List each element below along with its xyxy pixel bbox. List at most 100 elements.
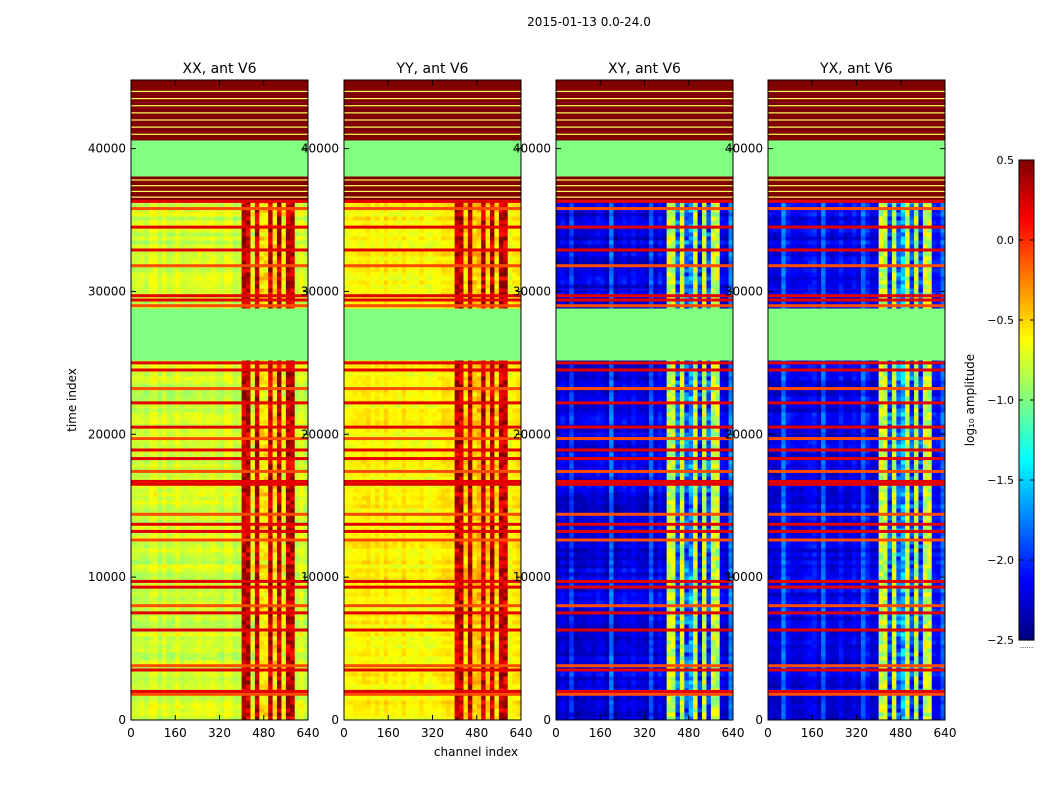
heatmap-cell xyxy=(254,620,260,625)
heatmap-cell xyxy=(157,624,163,629)
heatmap-cell xyxy=(215,544,220,549)
heatmap-cell xyxy=(157,508,163,513)
heatmap-cell xyxy=(299,428,305,433)
heatmap-cell xyxy=(144,532,150,537)
heatmap-cell xyxy=(215,564,220,569)
heatmap-cell xyxy=(188,624,194,629)
heatmap-cell xyxy=(166,300,172,305)
heatmap-cell xyxy=(237,540,243,545)
heatmap-cell xyxy=(246,616,251,621)
heatmap-cell xyxy=(241,428,247,433)
heatmap-cell xyxy=(254,472,260,477)
heatmap-cell xyxy=(219,660,225,665)
heatmap-cell xyxy=(277,460,282,465)
heatmap-cell xyxy=(206,556,212,561)
heatmap-cell xyxy=(277,452,282,457)
heatmap-cell xyxy=(153,364,159,369)
heatmap-cell xyxy=(161,348,167,353)
heatmap-cell xyxy=(184,696,190,701)
heatmap-cell xyxy=(148,376,154,381)
heatmap-cell xyxy=(197,496,203,501)
heatmap-cell xyxy=(299,384,305,389)
heatmap-cell xyxy=(206,648,212,653)
heatmap-cell xyxy=(179,460,185,465)
heatmap-cell xyxy=(254,568,260,573)
heatmap-cell xyxy=(250,656,256,661)
heatmap-cell xyxy=(272,540,278,545)
heatmap-cell xyxy=(290,280,296,285)
heatmap-cell xyxy=(303,568,309,573)
heatmap-cell xyxy=(246,576,251,581)
heatmap-cell xyxy=(179,520,185,525)
heatmap-cell xyxy=(192,364,198,369)
heatmap-cell xyxy=(281,596,287,601)
heatmap-cell xyxy=(166,332,172,337)
heatmap-cell xyxy=(184,296,190,301)
heatmap-cell xyxy=(228,220,234,225)
heatmap-cell xyxy=(179,256,185,261)
heatmap-cell xyxy=(197,408,203,413)
heatmap-cell xyxy=(285,684,291,689)
heatmap-cell xyxy=(197,700,203,705)
heatmap-cell xyxy=(144,536,150,541)
heatmap-cell xyxy=(237,412,243,417)
heatmap-cell xyxy=(303,376,309,381)
heatmap-cell xyxy=(219,408,225,413)
heatmap-cell xyxy=(201,352,207,357)
heatmap-cell xyxy=(184,672,190,677)
heatmap-cell xyxy=(197,308,203,313)
heatmap-cell xyxy=(303,540,309,545)
heatmap-cell xyxy=(215,656,220,661)
heatmap-cell xyxy=(277,344,282,349)
heatmap-cell xyxy=(303,352,309,357)
heatmap-cell xyxy=(272,672,278,677)
heatmap-cell xyxy=(135,440,141,445)
heatmap-cell xyxy=(144,236,150,241)
heatmap-cell xyxy=(281,704,287,709)
heatmap-cell xyxy=(139,600,145,605)
heatmap-cell xyxy=(135,412,141,417)
heatmap-cell xyxy=(188,704,194,709)
heatmap-cell xyxy=(232,552,238,557)
heatmap-cell xyxy=(135,444,141,449)
heatmap-cell xyxy=(179,276,185,281)
heatmap-cell xyxy=(299,712,305,717)
heatmap-cell xyxy=(241,516,247,521)
heatmap-cell xyxy=(153,644,159,649)
heatmap-cell xyxy=(215,452,220,457)
heatmap-cell xyxy=(223,492,229,497)
heatmap-cell xyxy=(144,452,150,457)
heatmap-cell xyxy=(303,588,309,593)
heatmap-cell xyxy=(259,228,265,233)
heatmap-cell xyxy=(170,508,176,513)
heatmap-cell xyxy=(206,296,212,301)
heatmap-cell xyxy=(241,696,247,701)
heatmap-cell xyxy=(228,672,234,677)
heatmap-cell xyxy=(210,384,216,389)
heatmap-cell xyxy=(272,464,278,469)
heatmap-cell xyxy=(223,608,229,613)
heatmap-cell xyxy=(170,384,176,389)
heatmap-cell xyxy=(192,372,198,377)
heatmap-cell xyxy=(157,336,163,341)
heatmap-cell xyxy=(232,560,238,565)
heatmap-cell xyxy=(263,452,269,457)
heatmap-cell xyxy=(175,564,181,569)
heatmap-cell xyxy=(290,276,296,281)
heatmap-cell xyxy=(250,540,256,545)
heatmap-cell xyxy=(188,348,194,353)
heatmap-cell xyxy=(241,660,247,665)
heatmap-cell xyxy=(131,644,136,649)
heatmap-cell xyxy=(268,408,274,413)
heatmap-cell xyxy=(263,552,269,557)
heatmap-cell xyxy=(153,596,159,601)
heatmap-cell xyxy=(170,492,176,497)
heatmap-cell xyxy=(219,616,225,621)
heatmap-cell xyxy=(303,416,309,421)
heatmap-cell xyxy=(148,560,154,565)
heatmap-cell xyxy=(250,320,256,325)
heatmap-cell xyxy=(254,320,260,325)
heatmap-cell xyxy=(139,340,145,345)
heatmap-cell xyxy=(175,340,181,345)
heatmap-cell xyxy=(153,684,159,689)
